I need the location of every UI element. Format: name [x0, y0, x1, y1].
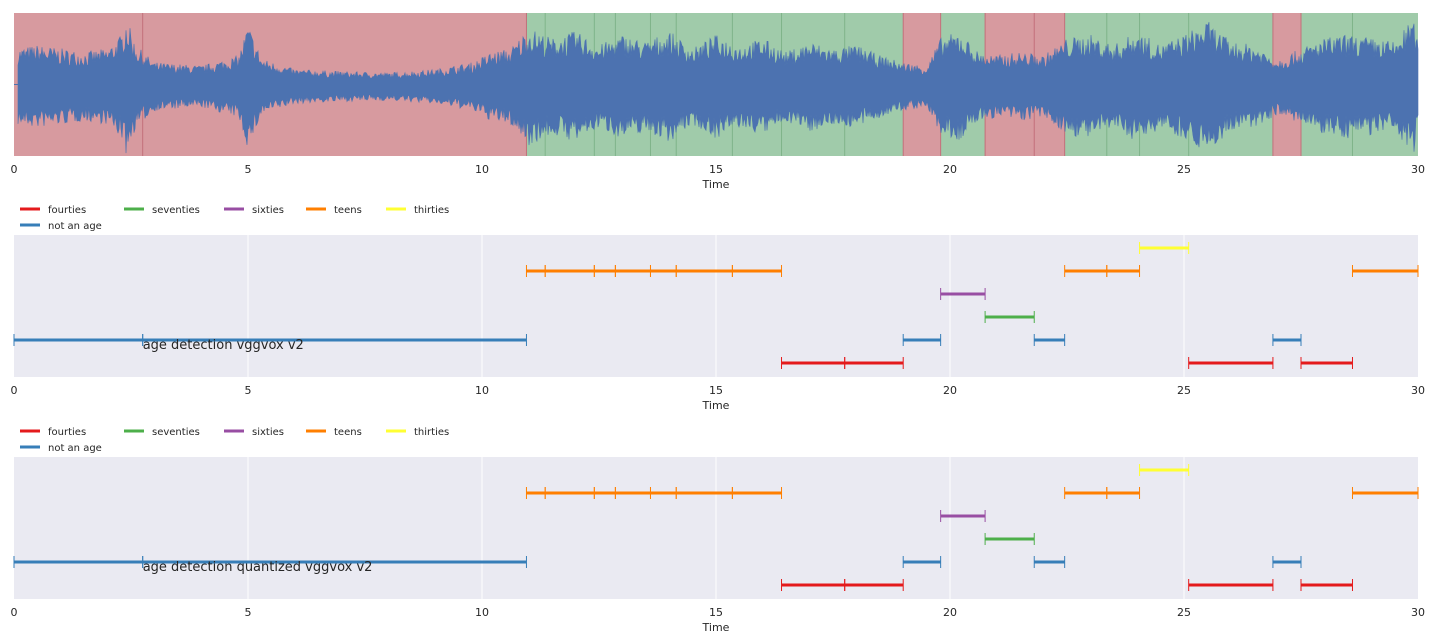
legend-label: teens [334, 427, 362, 438]
x-tick-label: 5 [245, 163, 252, 176]
series-not-an-age [13, 556, 1302, 568]
series-thirties [1139, 464, 1190, 476]
series-sixties [940, 510, 986, 522]
series-fourties [781, 579, 1353, 591]
x-tick-label: 0 [11, 163, 18, 176]
legend: fourties not an age seventies sixties teens t… [20, 427, 449, 454]
legend-label: fourties [48, 205, 86, 216]
x-tick-label: 0 [11, 606, 18, 619]
series-seventies [984, 311, 1035, 323]
legend-label: not an age [48, 221, 102, 232]
legend-item: seventies [124, 205, 200, 216]
x-tick-label: 0 [11, 384, 18, 397]
x-tick-label: 15 [709, 163, 723, 176]
plot-title: age detection quantized vggvox v2 [143, 560, 373, 575]
series-fourties [781, 357, 1353, 369]
x-tick-label: 25 [1177, 163, 1191, 176]
x-axis-2: 0 5 10 15 20 25 30 Time [11, 606, 1426, 634]
x-axis-1: 0 5 10 15 20 25 30 Time [11, 384, 1426, 412]
series-sixties [940, 288, 986, 300]
x-axis-0: 0 5 10 15 20 25 30 Time [11, 163, 1426, 191]
x-tick-label: 15 [709, 606, 723, 619]
legend-label: thirties [414, 205, 449, 216]
x-tick-label: 20 [943, 606, 957, 619]
waveform-panel [14, 13, 1419, 156]
legend-label: thirties [414, 427, 449, 438]
series-seventies [984, 533, 1035, 545]
legend-item: seventies [124, 427, 200, 438]
x-tick-label: 30 [1411, 606, 1425, 619]
x-tick-label: 10 [475, 606, 489, 619]
legend-item: not an age [20, 443, 102, 454]
legend: fourties not an age seventies sixties teens t… [20, 205, 449, 232]
legend-item: sixties [224, 205, 284, 216]
x-tick-label: 30 [1411, 384, 1425, 397]
x-tick-label: 10 [475, 163, 489, 176]
legend-item: teens [306, 427, 362, 438]
x-axis-label: Time [702, 178, 730, 191]
legend-item: thirties [386, 205, 449, 216]
series-teens [525, 487, 1419, 499]
series-not-an-age [13, 334, 1302, 346]
legend-item: not an age [20, 221, 102, 232]
waveform-trace [17, 22, 1419, 154]
x-tick-label: 20 [943, 163, 957, 176]
x-tick-label: 10 [475, 384, 489, 397]
x-tick-label: 5 [245, 606, 252, 619]
legend-item: thirties [386, 427, 449, 438]
x-tick-label: 15 [709, 384, 723, 397]
timeline-panel-1: fourties not an age seventies sixties teens t… [13, 427, 1419, 599]
legend-label: fourties [48, 427, 86, 438]
legend-label: sixties [252, 427, 284, 438]
series-thirties [1139, 242, 1190, 254]
legend-label: seventies [152, 427, 200, 438]
legend-label: teens [334, 205, 362, 216]
x-tick-label: 30 [1411, 163, 1425, 176]
x-tick-label: 25 [1177, 606, 1191, 619]
timeline-panel-0: fourties not an age seventies sixties teens t… [13, 205, 1419, 377]
legend-label: seventies [152, 205, 200, 216]
plot-title: age detection vggvox v2 [143, 338, 304, 353]
legend-label: sixties [252, 205, 284, 216]
series-teens [525, 265, 1419, 277]
x-axis-label: Time [702, 621, 730, 634]
legend-item: teens [306, 205, 362, 216]
legend-item: sixties [224, 427, 284, 438]
legend-item: fourties [20, 427, 86, 438]
x-tick-label: 20 [943, 384, 957, 397]
legend-label: not an age [48, 443, 102, 454]
x-axis-label: Time [702, 399, 730, 412]
legend-item: fourties [20, 205, 86, 216]
x-tick-label: 5 [245, 384, 252, 397]
x-tick-label: 25 [1177, 384, 1191, 397]
